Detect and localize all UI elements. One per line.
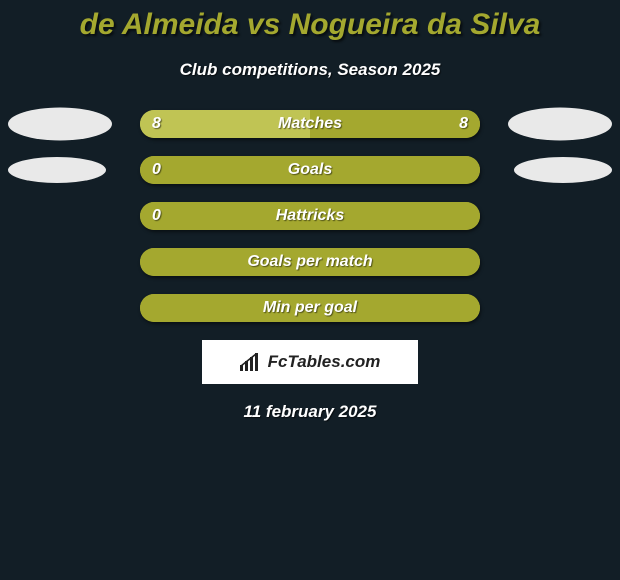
date-label: 11 february 2025 — [0, 402, 620, 422]
stat-bar-right-fill — [310, 110, 480, 138]
page-title: de Almeida vs Nogueira da Silva — [0, 0, 620, 42]
stat-bar: Hattricks0 — [140, 202, 480, 230]
player-avatar-right — [508, 108, 612, 141]
player-avatar-left — [8, 157, 106, 183]
bar-chart-icon — [240, 353, 262, 371]
stat-bar-left-fill — [140, 248, 480, 276]
stat-bar: Goals0 — [140, 156, 480, 184]
stat-row: Min per goal — [0, 294, 620, 322]
stats-area: Matches88 Goals0 Hattricks0 Goals per match… — [0, 110, 620, 322]
stat-row: Goals0 — [0, 156, 620, 184]
stat-row: Matches88 — [0, 110, 620, 138]
stat-bar-left-fill — [140, 156, 480, 184]
player-avatar-right — [514, 157, 612, 183]
stat-bar-left-fill — [140, 110, 310, 138]
stat-row: Goals per match — [0, 248, 620, 276]
stat-row: Hattricks0 — [0, 202, 620, 230]
stat-bar: Min per goal — [140, 294, 480, 322]
player-avatar-left — [8, 108, 112, 141]
stat-bar: Goals per match — [140, 248, 480, 276]
stat-bar: Matches88 — [140, 110, 480, 138]
brand-text: FcTables.com — [268, 352, 381, 372]
brand-box: FcTables.com — [202, 340, 418, 384]
stat-bar-left-fill — [140, 202, 480, 230]
subtitle: Club competitions, Season 2025 — [0, 60, 620, 80]
stat-bar-left-fill — [140, 294, 480, 322]
